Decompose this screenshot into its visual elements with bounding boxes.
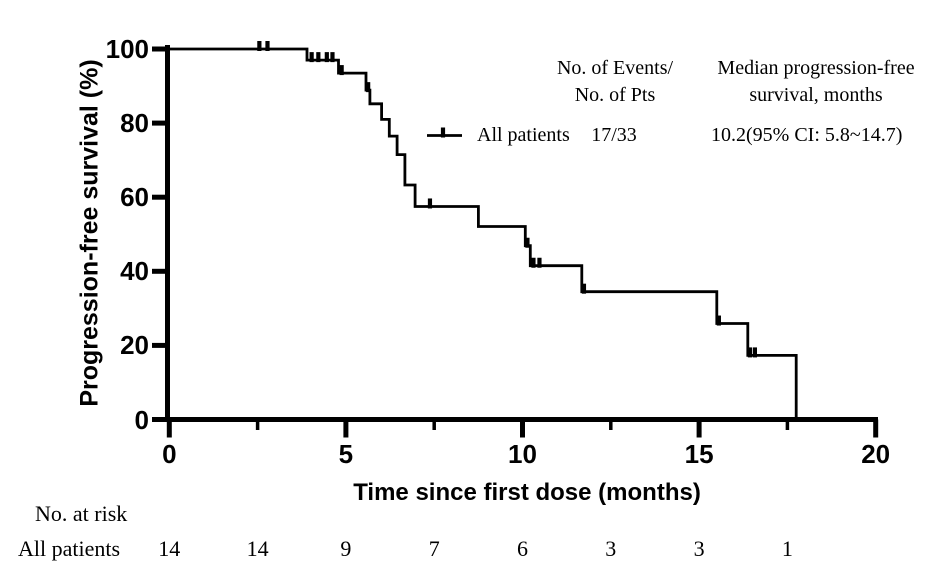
legend-header-events: No. of Events/ No. of Pts (557, 55, 673, 109)
x-axis-title: Time since first dose (months) (353, 479, 701, 506)
legend-series-label: All patients (477, 124, 570, 146)
legend-median-value: 10.2(95% CI: 5.8~14.7) (711, 124, 903, 146)
y-tick-label: 40 (120, 256, 149, 287)
legend-header-events-line2: No. of Pts (574, 84, 656, 106)
legend-header-median-line2: survival, months (749, 84, 883, 106)
y-tick-label: 60 (120, 182, 149, 213)
x-tick-label: 10 (508, 439, 537, 469)
x-tick-label: 0 (162, 439, 177, 469)
at-risk-count: 3 (693, 536, 705, 561)
at-risk-count: 14 (158, 536, 181, 561)
y-tick-label: 100 (105, 34, 149, 64)
at-risk-title: No. at risk (35, 501, 128, 526)
y-tick-label: 80 (120, 108, 149, 139)
x-tick-label: 15 (684, 439, 714, 469)
legend-header-median: Median progression-free survival, months (717, 55, 914, 109)
legend-events-value: 17/33 (591, 124, 637, 146)
legend-header-events-line1: No. of Events/ (556, 57, 674, 79)
x-tick-label: 20 (861, 439, 891, 469)
at-risk-count: 14 (246, 536, 269, 561)
at-risk-count: 3 (605, 536, 617, 561)
at-risk-row-label: All patients (18, 536, 121, 561)
legend-header-median-line1: Median progression-free (717, 57, 915, 79)
at-risk-count: 9 (340, 536, 352, 561)
km-curve-all-patients (169, 47, 798, 420)
at-risk-count: 7 (428, 536, 440, 561)
at-risk-count: 1 (781, 536, 793, 561)
y-tick-label: 0 (134, 404, 149, 435)
y-tick-label: 20 (120, 330, 149, 361)
x-tick-label: 5 (338, 439, 354, 469)
at-risk-count: 6 (517, 536, 528, 561)
